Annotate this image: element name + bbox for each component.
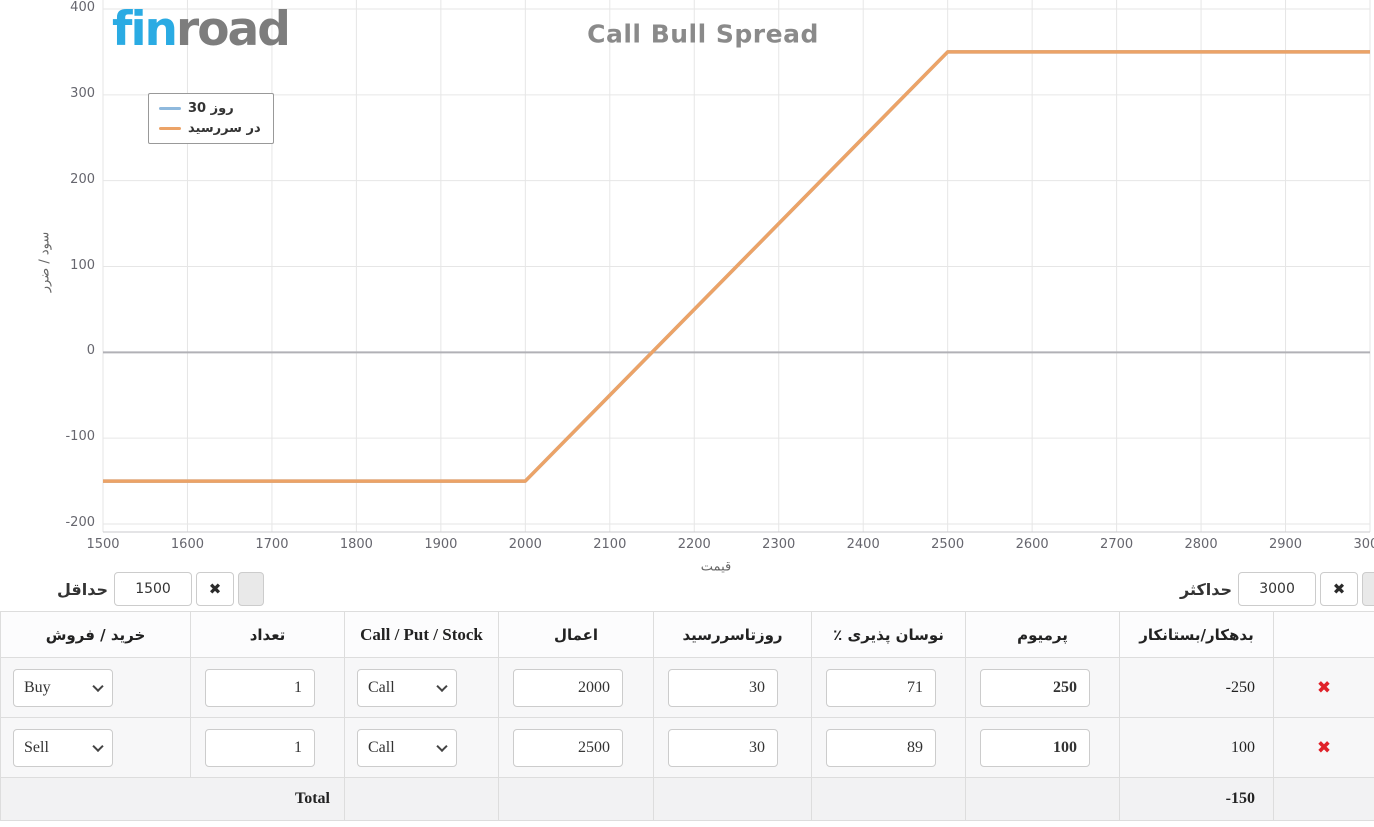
line-swatch-icon bbox=[159, 107, 181, 110]
header-actions bbox=[1273, 611, 1374, 658]
x-tick-label: 1900 bbox=[424, 537, 458, 552]
x-max-control: حداکثر ✖ bbox=[1178, 572, 1374, 606]
y-tick-label: 100 bbox=[70, 257, 95, 273]
table-header-row: خرید / فروش تعداد Call / Put / Stock اعم… bbox=[0, 611, 1374, 658]
legend-item-30-days[interactable]: 30 روز bbox=[159, 101, 261, 116]
strike-input[interactable] bbox=[513, 668, 623, 707]
x-min-control: حداقل ✖ bbox=[55, 572, 265, 606]
legs-table: خرید / فروش تعداد Call / Put / Stock اعم… bbox=[0, 611, 1374, 821]
y-tick-label: 300 bbox=[70, 85, 95, 101]
min-label: حداقل bbox=[57, 579, 109, 599]
debit-credit-value: -250 bbox=[1119, 657, 1274, 718]
quantity-input[interactable] bbox=[205, 668, 315, 707]
days-input[interactable] bbox=[668, 728, 778, 767]
legend-label-30-days: 30 روز bbox=[188, 101, 234, 116]
logo-road: road bbox=[176, 2, 291, 57]
logo-fin: fin bbox=[112, 2, 178, 57]
x-icon: ✖ bbox=[1332, 580, 1346, 598]
x-icon: ✖ bbox=[208, 580, 222, 598]
y-tick-label: -200 bbox=[65, 515, 95, 530]
type-select[interactable]: Call bbox=[357, 668, 457, 707]
header-strike: اعمال bbox=[498, 611, 654, 658]
max-input[interactable] bbox=[1238, 572, 1317, 606]
header-buy-sell: خرید / فروش bbox=[0, 611, 191, 658]
premium-input[interactable] bbox=[980, 728, 1090, 767]
delete-row-button[interactable]: ✖ bbox=[1317, 740, 1331, 757]
x-tick-label: 2000 bbox=[508, 537, 542, 552]
x-icon: ✖ bbox=[1316, 678, 1332, 698]
x-tick-label: 2200 bbox=[677, 537, 711, 552]
x-tick-label: 1700 bbox=[255, 537, 289, 552]
table-row: Sell Call 100 ✖ bbox=[0, 717, 1374, 778]
x-tick-label: 2400 bbox=[846, 537, 880, 552]
total-debit-credit: -150 bbox=[1119, 777, 1274, 821]
x-tick-label: 1800 bbox=[339, 537, 373, 552]
line-swatch-icon bbox=[159, 127, 181, 130]
x-tick-label: 2700 bbox=[1100, 537, 1134, 552]
legend-label-maturity: در سررسید bbox=[188, 121, 261, 136]
chart-canvas bbox=[102, 0, 1371, 533]
side-select[interactable]: Sell bbox=[13, 728, 113, 767]
volatility-input[interactable] bbox=[826, 728, 936, 767]
quantity-input[interactable] bbox=[205, 728, 315, 767]
delete-row-button[interactable]: ✖ bbox=[1317, 680, 1331, 697]
header-days-to-maturity: روزتاسررسید bbox=[653, 611, 812, 658]
min-clear-button[interactable]: ✖ bbox=[196, 572, 235, 606]
chart-legend: 30 روز در سررسید bbox=[148, 93, 274, 144]
min-secondary-button[interactable] bbox=[238, 572, 265, 606]
x-tick-label: 2100 bbox=[593, 537, 627, 552]
debit-credit-value: 100 bbox=[1119, 717, 1274, 778]
min-input[interactable] bbox=[114, 572, 193, 606]
x-tick-label: 2900 bbox=[1268, 537, 1303, 552]
table-total-row: Total -150 bbox=[0, 777, 1374, 821]
y-tick-label: 0 bbox=[86, 343, 95, 359]
x-tick-label: 2300 bbox=[762, 537, 796, 552]
x-icon: ✖ bbox=[1316, 738, 1332, 758]
y-tick-label: 400 bbox=[70, 0, 95, 15]
header-quantity: تعداد bbox=[190, 611, 345, 658]
table-row: Buy Call -250 ✖ bbox=[0, 657, 1374, 718]
max-secondary-button[interactable] bbox=[1362, 572, 1374, 606]
header-call-put-stock: Call / Put / Stock bbox=[344, 611, 499, 658]
max-clear-button[interactable]: ✖ bbox=[1320, 572, 1359, 606]
days-input[interactable] bbox=[668, 668, 778, 707]
header-premium: پرمیوم bbox=[965, 611, 1120, 658]
x-tick-label: 2500 bbox=[931, 537, 965, 552]
total-label: Total bbox=[0, 777, 345, 821]
type-select[interactable]: Call bbox=[357, 728, 457, 767]
x-tick-label: 3000 bbox=[1353, 537, 1374, 552]
x-tick-label: 1600 bbox=[170, 537, 204, 552]
x-tick-label: 1500 bbox=[86, 537, 120, 552]
strike-input[interactable] bbox=[513, 728, 623, 767]
y-tick-label: -100 bbox=[65, 429, 95, 445]
series-line-1 bbox=[103, 50, 1370, 483]
finroad-logo: finroad bbox=[112, 2, 291, 57]
chart-title: Call Bull Spread bbox=[587, 19, 819, 49]
x-axis-title: قیمت bbox=[700, 559, 732, 575]
premium-input[interactable] bbox=[980, 668, 1090, 707]
legend-item-maturity[interactable]: در سررسید bbox=[159, 121, 261, 136]
payoff-chart: finroad Call Bull Spread 30 روز در سررسی… bbox=[38, 0, 1374, 575]
max-label: حداکثر bbox=[1180, 579, 1233, 599]
side-select[interactable]: Buy bbox=[13, 668, 113, 707]
y-tick-label: 200 bbox=[70, 171, 95, 187]
volatility-input[interactable] bbox=[826, 668, 936, 707]
x-tick-label: 2800 bbox=[1184, 537, 1218, 552]
x-tick-label: 2600 bbox=[1015, 537, 1049, 552]
header-volatility: نوسان پذیری ٪ bbox=[811, 611, 966, 658]
header-debit-credit: بدهکار/بستانکار bbox=[1119, 611, 1274, 658]
